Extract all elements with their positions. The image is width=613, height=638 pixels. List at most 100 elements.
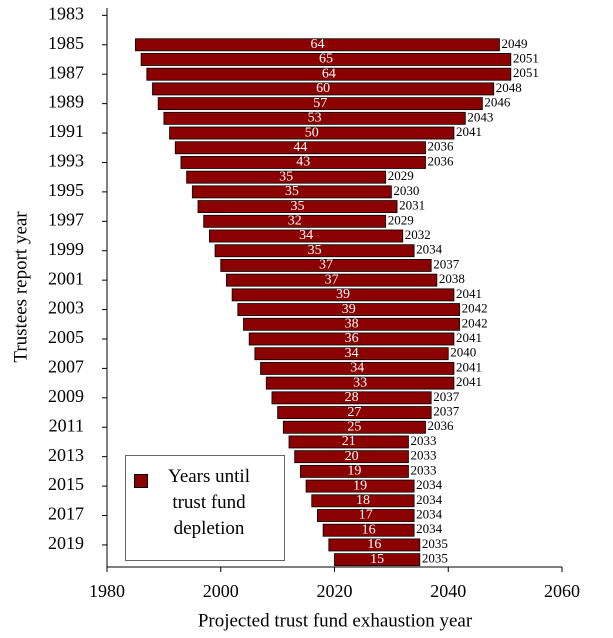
bar — [186, 170, 387, 184]
duration-label: 28 — [345, 390, 359, 405]
end-label: 2034 — [416, 492, 443, 507]
bar — [322, 523, 415, 537]
end-label: 2034 — [416, 521, 443, 536]
end-label: 2033 — [410, 462, 436, 477]
x-axis-label: Projected trust fund exhaustion year — [198, 610, 473, 631]
duration-label: 32 — [288, 214, 302, 229]
x-tick-label: 1980 — [89, 581, 125, 601]
y-tick-label: 2013 — [48, 445, 84, 465]
x-tick-label: 2020 — [317, 581, 353, 601]
duration-label: 18 — [356, 493, 370, 508]
y-tick-label: 2001 — [48, 268, 84, 288]
bar — [294, 450, 409, 464]
duration-label: 34 — [345, 346, 359, 361]
duration-label: 53 — [308, 111, 322, 126]
bar — [248, 332, 455, 346]
end-label: 2042 — [462, 315, 488, 330]
duration-label: 19 — [353, 478, 367, 493]
bar — [231, 288, 455, 302]
duration-label: 43 — [296, 155, 310, 170]
end-label: 2035 — [422, 551, 448, 566]
bar — [191, 185, 392, 199]
end-label: 2031 — [399, 198, 425, 213]
duration-label: 25 — [347, 419, 361, 434]
bar — [157, 97, 483, 111]
bar — [299, 464, 409, 478]
bar — [140, 53, 512, 66]
duration-label: 36 — [345, 331, 359, 346]
y-tick-label: 2003 — [48, 298, 84, 318]
duration-label: 37 — [325, 272, 339, 287]
y-tick-label: 1987 — [48, 62, 84, 82]
end-label: 2035 — [422, 536, 448, 551]
end-label: 2033 — [410, 433, 436, 448]
x-tick-label: 2000 — [203, 581, 239, 601]
end-label: 2034 — [416, 477, 443, 492]
bar — [146, 67, 512, 81]
y-tick-label: 2011 — [49, 415, 84, 435]
bar — [226, 273, 438, 287]
duration-label: 64 — [310, 37, 324, 52]
end-label: 2049 — [501, 36, 527, 51]
end-label: 2041 — [456, 124, 482, 139]
y-tick-label: 2019 — [48, 533, 84, 553]
bar — [197, 200, 398, 214]
bar — [135, 38, 500, 52]
duration-label: 39 — [342, 302, 356, 317]
end-label: 2051 — [513, 50, 539, 65]
bar — [214, 244, 415, 258]
bar — [254, 347, 449, 361]
end-label: 2037 — [433, 389, 460, 404]
bar — [174, 141, 426, 155]
y-tick-label: 1991 — [48, 121, 84, 141]
bar — [169, 126, 455, 140]
bar — [311, 494, 415, 508]
bar — [271, 391, 432, 405]
duration-label: 65 — [319, 52, 333, 67]
y-axis-label: Trustees report year — [10, 211, 31, 363]
y-tick-label: 2015 — [48, 474, 84, 494]
end-label: 2048 — [496, 80, 522, 95]
duration-label: 33 — [353, 375, 367, 390]
y-tick-label: 2017 — [48, 504, 84, 524]
duration-label: 64 — [322, 66, 336, 81]
end-label: 2041 — [456, 374, 482, 389]
end-label: 2046 — [484, 95, 511, 110]
duration-label: 21 — [342, 434, 356, 449]
bar — [328, 538, 421, 552]
bar — [277, 406, 432, 419]
y-tick-label: 1983 — [48, 3, 84, 23]
end-label: 2040 — [450, 345, 476, 360]
duration-label: 44 — [293, 140, 307, 155]
x-tick-label: 2040 — [430, 581, 466, 601]
duration-label: 16 — [367, 537, 381, 552]
y-tick-label: 2005 — [48, 327, 84, 347]
y-tick-label: 1989 — [48, 92, 84, 112]
end-label: 2041 — [456, 330, 482, 345]
duration-label: 27 — [347, 405, 361, 420]
end-label: 2033 — [410, 448, 436, 463]
duration-label: 35 — [291, 199, 305, 214]
bar — [288, 435, 409, 449]
bar — [317, 509, 415, 522]
end-label: 2036 — [428, 418, 455, 433]
legend: Years until trust fund depletion — [125, 455, 285, 561]
end-label: 2034 — [416, 242, 443, 257]
y-tick-label: 1985 — [48, 33, 84, 53]
duration-label: 19 — [347, 464, 361, 479]
bar — [265, 376, 455, 390]
duration-label: 20 — [345, 449, 359, 464]
bar — [305, 479, 415, 493]
end-label: 2034 — [416, 506, 443, 521]
legend-label: Years until trust fund depletion — [168, 466, 250, 539]
bar — [152, 82, 495, 96]
end-label: 2036 — [428, 139, 455, 154]
duration-label: 15 — [370, 552, 384, 567]
duration-label: 35 — [279, 169, 293, 184]
bar — [237, 303, 461, 316]
duration-label: 57 — [313, 96, 327, 111]
duration-label: 34 — [299, 228, 313, 243]
end-label: 2038 — [439, 271, 465, 286]
